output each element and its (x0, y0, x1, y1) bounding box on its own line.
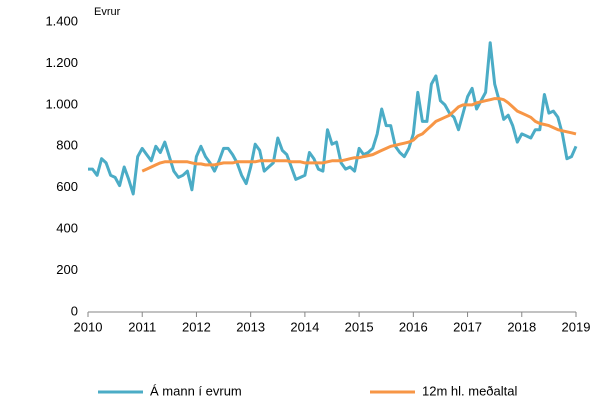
y-tick-label: 0 (71, 303, 78, 318)
x-tick-label: 2010 (74, 319, 103, 334)
y-tick-label: 1.200 (45, 55, 78, 70)
line-series (141, 97, 577, 173)
y-tick-label: 600 (56, 179, 78, 194)
x-tick-label: 2015 (345, 319, 374, 334)
x-tick-label: 2013 (236, 319, 265, 334)
x-tick-label: 2011 (128, 319, 156, 334)
y-tick-label: 1.000 (45, 96, 78, 111)
y-tick-label: 1.400 (45, 13, 78, 28)
y-tick-label: 800 (56, 138, 78, 153)
y-tick-label: 400 (56, 221, 78, 236)
x-tick-label: 2014 (290, 319, 319, 334)
x-tick-label: 2019 (562, 319, 591, 334)
legend-label: 12m hl. meðaltal (422, 383, 517, 398)
legend-label: Á mann í evrum (150, 383, 242, 398)
y-tick-label: 200 (56, 262, 78, 277)
y-axis-label: Evrur (94, 6, 121, 18)
line-series (88, 41, 578, 196)
x-tick-label: 2018 (507, 319, 536, 334)
x-tick-label: 2017 (453, 319, 482, 334)
x-tick-label: 2016 (399, 319, 428, 334)
x-tick-label: 2012 (182, 319, 211, 334)
